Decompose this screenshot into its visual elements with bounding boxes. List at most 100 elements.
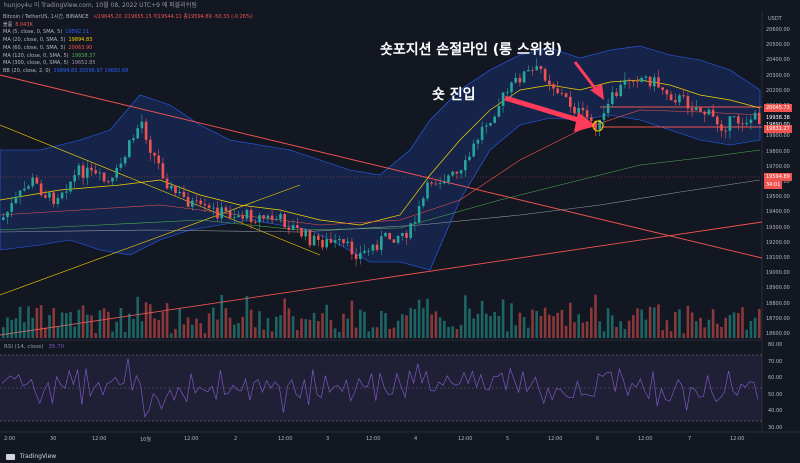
indicator-row[interactable]: BB (20, close, 2, 0) 19894.83 20596.97 19… [3,68,253,76]
candle-body [228,211,232,218]
price-badge: 19594.89 [764,173,792,181]
volume-bar [552,316,555,338]
volume-bar [338,332,341,338]
volume-bar [350,300,354,338]
entry-marker [592,120,604,132]
volume-bar [678,309,681,338]
candle-body [430,182,433,184]
candle-body [611,92,614,104]
volume-bar [493,311,496,338]
indicator-value: 19838.37 [71,52,96,59]
candle-body [619,84,622,96]
volume-bar [430,314,433,338]
volume-bar [363,311,366,338]
indicator-row[interactable]: MA (5, close, 0, SMA, 5) 19592.11 [3,29,253,37]
volume-bar [186,317,190,338]
volume-bar [737,313,740,338]
volume-bar [136,296,139,338]
candle-body [728,116,732,131]
candle-body [711,109,715,117]
volume-bar [333,328,337,338]
volume-bar [258,311,261,338]
indicator-row[interactable]: 볼륨 8.043K [3,22,253,30]
volume-bar [170,333,173,338]
candle-body [31,177,34,187]
candle-body [304,230,307,237]
volume-bar [73,326,76,338]
symbol-row[interactable]: Bitcoin / TetherUS, 1시간, BINANCE 시19645.… [3,14,253,22]
indicator-row[interactable]: MA (60, close, 0, SMA, 5) 20063.90 [3,45,253,53]
volume-bar [86,314,89,338]
volume-bar [287,308,291,338]
candle-body [342,239,345,244]
rsi-axis-label: 70.00 [768,358,783,365]
candle-body [531,70,534,71]
volume-bar [640,309,643,338]
price-axis-label: 19100.00 [766,255,790,261]
time-axis-label: 3 [326,436,330,442]
indicator-row[interactable]: MA (120, close, 0, SMA, 5) 19838.37 [3,53,253,61]
candle-body [560,92,564,94]
publish-header: hunjoy4u 이 TradingView.com, 10월 08, 2022… [0,0,800,12]
candle-body [510,82,513,93]
volume-bar [745,329,748,338]
arrow-stoploss-head [590,84,604,100]
volume-bar [102,308,106,338]
volume-bar [275,316,278,338]
volume-bar [438,317,442,338]
candle-body [527,70,530,72]
volume-bar [581,322,585,338]
volume-bar [409,307,412,338]
candle-body [312,235,316,246]
volume-bar [707,319,711,338]
trendline-up [0,221,763,336]
time-axis-label: 12:00 [366,436,381,442]
arrow-stoploss [573,61,600,93]
candle-body [249,209,253,223]
volume-bar [543,307,547,338]
volume-bar [220,294,223,338]
candle-body [233,217,236,218]
candle-body [703,111,706,115]
volume-bar [573,322,576,338]
candle-body [451,171,454,176]
candle-body [157,155,160,164]
time-axis-label: 7 [688,436,692,442]
indicator-value: 19894.83 20596.97 19692.68 [53,67,129,74]
candle-body [123,157,127,164]
volume-bar [48,314,51,338]
volume-bar [623,329,627,338]
volume-bar [476,314,480,338]
volume-bar [711,309,715,338]
candle-body [44,195,47,198]
volume-bar [602,331,606,338]
price-badge: 20045.73 [764,104,792,112]
candle-body [514,77,517,83]
candle-body [153,152,156,156]
price-badge: 34:01 [764,181,783,189]
candle-body [178,191,181,194]
candle-body [149,139,152,153]
time-axis-label: 12:00 [548,436,563,442]
candle-body [657,77,660,88]
volume-bar [312,312,316,338]
volume-bar [27,306,30,338]
candle-body [653,77,656,87]
volume-bar [632,315,635,338]
volume-bar [615,327,618,338]
candle-body [485,125,488,127]
candle-body [737,116,740,124]
indicator-row[interactable]: MA (20, close, 0, SMA, 5) 19894.83 [3,37,253,45]
indicator-row[interactable]: MA (300, close, 0, SMA, 5) 19652.85 [3,60,253,68]
volume-bar [216,319,219,338]
volume-bar [182,324,186,338]
volume-bar [342,313,345,338]
volume-bar [237,323,240,338]
indicator-value: 20063.90 [68,44,93,51]
rsi-legend[interactable]: RSI (14, close) 35.70 [4,344,64,350]
volume-bar [653,307,656,338]
candle-body [598,119,601,130]
volume-bar [472,318,475,338]
volume-bar [699,317,702,338]
